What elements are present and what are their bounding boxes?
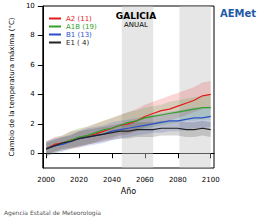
svg-text:B1 (13): B1 (13) <box>66 31 92 39</box>
svg-text:A2 (11): A2 (11) <box>66 15 92 23</box>
svg-text:2020: 2020 <box>70 176 88 184</box>
svg-text:2: 2 <box>30 120 34 128</box>
svg-text:2000: 2000 <box>37 176 55 184</box>
svg-text:ANUAL: ANUAL <box>124 21 148 29</box>
svg-text:E1 ( 4): E1 ( 4) <box>66 39 90 47</box>
svg-text:6: 6 <box>30 61 35 69</box>
svg-text:Cambio de la temperatura máxim: Cambio de la temperatura máxima (°C) <box>8 17 16 156</box>
svg-text:2080: 2080 <box>169 176 187 184</box>
svg-text:A1B (19): A1B (19) <box>66 23 97 31</box>
svg-text:Agencia Estatal de Meteorologí: Agencia Estatal de Meteorología <box>4 209 101 217</box>
svg-text:2100: 2100 <box>202 176 220 184</box>
svg-text:Año: Año <box>121 187 137 196</box>
svg-text:0: 0 <box>30 149 34 157</box>
svg-text:GALICIA: GALICIA <box>116 11 156 21</box>
svg-text:AEMet: AEMet <box>220 8 256 19</box>
svg-text:10: 10 <box>26 2 35 10</box>
svg-text:2060: 2060 <box>136 176 154 184</box>
svg-text:8: 8 <box>30 31 34 39</box>
svg-text:4: 4 <box>30 90 35 98</box>
svg-text:2040: 2040 <box>103 176 121 184</box>
